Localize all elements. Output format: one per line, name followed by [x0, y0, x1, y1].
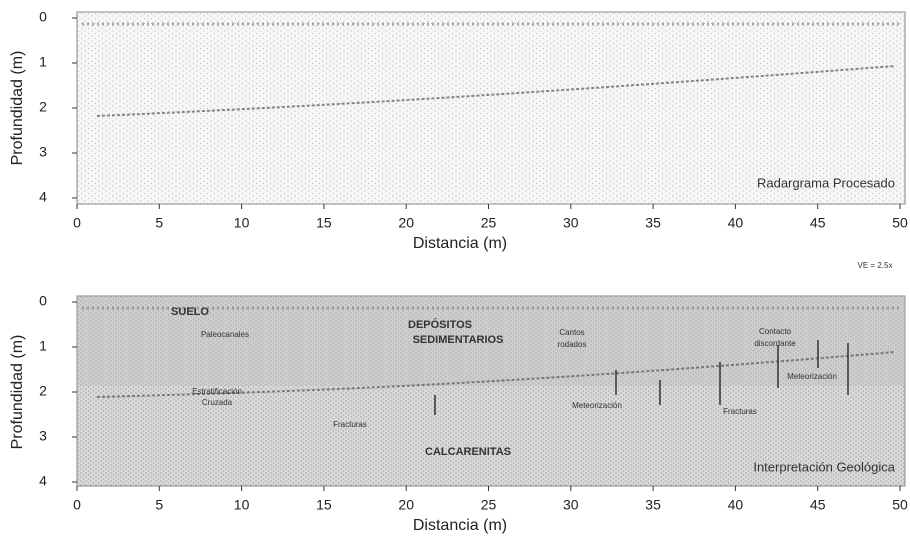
annotation: Fracturas [333, 420, 367, 429]
x-tick-label: 15 [316, 497, 332, 513]
x-tick-label: 50 [892, 215, 908, 231]
y-tick-label: 0 [39, 293, 47, 309]
annotation: Cruzada [202, 398, 233, 407]
radar-image [76, 295, 906, 487]
x-tick-label: 0 [73, 215, 81, 231]
panel-label: Interpretación Geológica [753, 459, 895, 474]
x-axis-title: Distancia (m) [413, 235, 507, 252]
y-tick-label: 1 [39, 338, 47, 354]
y-tick-label: 0 [39, 9, 47, 25]
x-tick-label: 30 [563, 215, 579, 231]
annotation: CALCARENITAS [425, 446, 511, 458]
x-tick-label: 10 [234, 215, 250, 231]
annotation: Fracturas [723, 407, 757, 416]
x-tick-label: 35 [645, 215, 661, 231]
annotation: Meteorización [787, 372, 837, 381]
annotation: Estratificación [192, 387, 242, 396]
annotation: rodados [558, 340, 587, 349]
note: VE = 2.5x [858, 261, 893, 270]
x-tick-label: 40 [728, 497, 744, 513]
annotation: SEDIMENTARIOS [413, 334, 504, 346]
y-axis-title: Profundidad (m) [9, 51, 26, 166]
x-tick-label: 0 [73, 497, 81, 513]
x-axis-title: Distancia (m) [413, 517, 507, 534]
x-tick-label: 5 [155, 497, 163, 513]
y-tick-label: 4 [39, 189, 47, 205]
y-tick-label: 4 [39, 473, 47, 489]
sediment-zone [77, 296, 905, 386]
x-tick-label: 35 [645, 497, 661, 513]
x-tick-label: 30 [563, 497, 579, 513]
panel: 0 5 10 15 20 25 30 35 40 45 50 0 1 2 3 4 Distancia (m) Pr… [9, 9, 908, 270]
x-tick-label: 20 [398, 215, 414, 231]
x-tick-label: 10 [234, 497, 250, 513]
y-tick-label: 2 [39, 99, 47, 115]
y-tick-label: 2 [39, 383, 47, 399]
annotation: Paleocanales [201, 330, 249, 339]
x-tick-label: 25 [481, 497, 497, 513]
annotation: SUELO [171, 306, 209, 318]
annotation: Contacto [759, 327, 792, 336]
x-tick-label: 20 [398, 497, 414, 513]
x-tick-label: 45 [810, 497, 826, 513]
y-axis-title: Profundidad (m) [9, 335, 26, 450]
radar-image [76, 11, 906, 205]
x-tick-label: 5 [155, 215, 163, 231]
annotation: discordante [754, 339, 796, 348]
x-tick-label: 40 [728, 215, 744, 231]
annotation: DEPÓSITOS [408, 318, 472, 331]
panel: 0 5 10 15 20 25 30 35 40 45 50 0 1 2 3 4 Distancia (m) Pr… [9, 293, 908, 535]
x-tick-label: 25 [481, 215, 497, 231]
reflector [96, 351, 896, 398]
x-tick-label: 50 [892, 497, 908, 513]
annotation: Cantos [559, 328, 584, 337]
x-tick-label: 45 [810, 215, 826, 231]
y-tick-label: 3 [39, 428, 47, 444]
y-tick-label: 1 [39, 54, 47, 70]
reflector [96, 65, 896, 117]
x-tick-label: 15 [316, 215, 332, 231]
panel-label: Radargrama Procesado [757, 175, 895, 190]
y-tick-label: 3 [39, 144, 47, 160]
annotation: Meteorización [572, 401, 622, 410]
